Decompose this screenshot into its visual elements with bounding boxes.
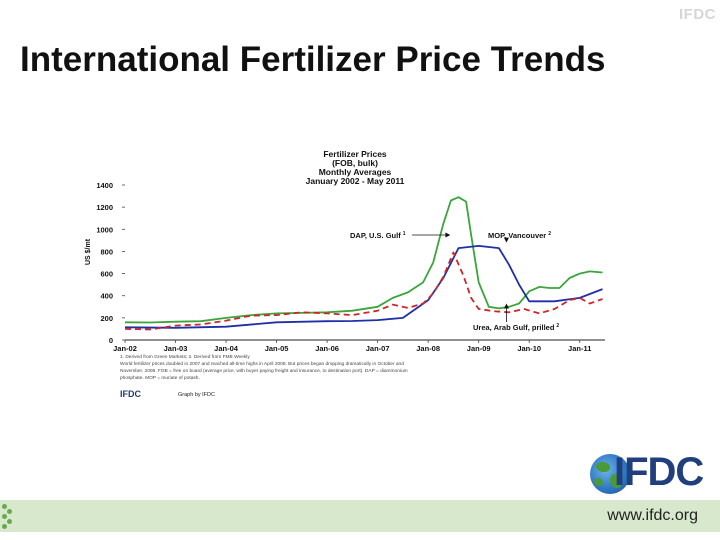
y-tick-label: 800 (100, 247, 113, 256)
chart-title-line-3: Monthly Averages (319, 167, 392, 177)
y-axis-label: US $/mt (85, 238, 92, 265)
x-tick-label: Jan-05 (265, 344, 289, 353)
x-tick-label: Jan-09 (467, 344, 491, 353)
x-tick-label: Jan-02 (113, 344, 137, 353)
y-tick-label: 1200 (96, 203, 113, 212)
footnote-line: phosphate. MOP = muriate of potash. (120, 375, 200, 381)
y-tick-label: 600 (100, 270, 113, 279)
annotation-text: DAP, U.S. Gulf (350, 231, 401, 240)
annotation-superscript: 1 (403, 231, 406, 237)
annotation-arrowhead (445, 232, 451, 238)
chart-footnotes: 1. Derived from Green Markets; 2. Derive… (120, 354, 408, 399)
chart-series (124, 196, 603, 331)
x-tick-label: Jan-08 (416, 344, 440, 353)
annotation-label: Urea, Arab Gulf, prilled 2 (473, 323, 559, 332)
graph-credit: Graph by IFDC (178, 392, 215, 398)
footer-dots-decoration (0, 500, 14, 532)
annotation-label: DAP, U.S. Gulf 1 (350, 231, 406, 240)
x-tick-label: Jan-06 (315, 344, 339, 353)
x-tick-label: Jan-03 (164, 344, 188, 353)
footnote-line: 1. Derived from Green Markets; 2. Derive… (120, 354, 250, 360)
corner-logo: IFDC (679, 6, 716, 23)
x-tick-label: Jan-04 (214, 344, 239, 353)
y-tick-label: 1400 (96, 181, 113, 190)
annotation-text: MOP, Vancouver (488, 231, 546, 240)
chart-axes: 0 200 400 600 800 1000 1200 1400 Jan-02 Jan-03 Jan… (96, 181, 605, 353)
footer-band (0, 500, 720, 532)
x-tick-label: Jan-07 (366, 344, 390, 353)
series-line-urea-arab-gulf-prilled (124, 251, 603, 331)
footnote-line: November, 2008. FOB = free on board (ave… (120, 368, 408, 374)
x-tick-label: Jan-10 (517, 344, 541, 353)
series-line-mop-vancouver (124, 245, 603, 329)
website-url[interactable]: www.ifdc.org (607, 507, 698, 524)
annotation-label: MOP, Vancouver 2 (488, 231, 551, 240)
y-tick-label: 200 (100, 314, 113, 323)
annotation-superscript: 2 (548, 231, 551, 237)
annotation-text: Urea, Arab Gulf, prilled (473, 323, 555, 332)
x-tick-label: Jan-11 (568, 344, 591, 353)
footnote-line: World fertilizer prices doubled in 2007 … (120, 361, 404, 367)
y-tick-label: 1000 (96, 225, 113, 234)
y-tick-label: 0 (109, 336, 113, 345)
chart-title: Fertilizer Prices (FOB, bulk) Monthly Av… (306, 149, 405, 186)
price-chart: Fertilizer Prices (FOB, bulk) Monthly Av… (85, 149, 605, 399)
slide-title: International Fertilizer Price Trends (20, 40, 606, 79)
ifdc-logo-text: IFDC (614, 450, 704, 494)
chart-title-line-2: (FOB, bulk) (332, 158, 378, 168)
chart-title-line-1: Fertilizer Prices (323, 149, 387, 159)
globe-icon (590, 454, 630, 494)
annotation-arrowhead (503, 303, 509, 309)
series-line-dap-u-s-gulf (124, 196, 603, 324)
credit-logo: IFDC (120, 389, 141, 399)
annotation-superscript: 2 (556, 323, 559, 329)
chart-title-line-4: January 2002 - May 2011 (306, 176, 405, 186)
annotation-arrowhead (503, 237, 509, 243)
y-tick-label: 400 (100, 292, 113, 301)
ifdc-logo: IFDC (590, 450, 705, 496)
